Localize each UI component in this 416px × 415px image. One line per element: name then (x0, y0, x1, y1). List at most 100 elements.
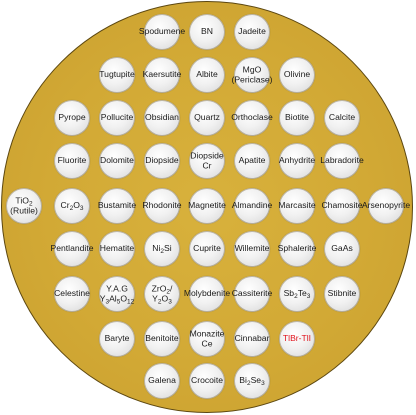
label-subscript: 3 (261, 380, 265, 388)
label-part: Dolomite (100, 155, 134, 166)
label-line1: Sphalerite (278, 243, 317, 254)
label-line1: Jadeite (238, 26, 266, 37)
sample-label: Ni2Si (152, 243, 171, 256)
label-part: Galena (148, 375, 176, 386)
label-line1: Arsenopyrite (361, 200, 411, 211)
label-part: TiO (15, 195, 29, 206)
label-line1: Sb2Te3 (284, 288, 311, 301)
sample-label: TlBr-TlI (283, 333, 311, 344)
label-part: Quartz (194, 112, 220, 123)
label-line1: Molybdenite (184, 288, 230, 299)
sample-mount (234, 321, 270, 357)
sample-label: Tugtupite (99, 69, 135, 80)
label-line1: GaAs (331, 243, 353, 254)
sample-mount (144, 143, 180, 179)
label-part: BN (201, 26, 213, 37)
sample-label: Cr2O3 (60, 200, 83, 212)
label-subscript: 2 (160, 248, 165, 256)
sample-label: Diopside Cr (190, 151, 223, 170)
label-line1: Anhydrite (279, 155, 315, 166)
sample-label: Sb2Te3 (284, 288, 311, 301)
label-subscript: 3 (306, 293, 311, 301)
sample-mount (324, 143, 360, 179)
sample-mount (234, 143, 270, 179)
sample-mount (99, 100, 135, 136)
sample-mount (324, 188, 360, 224)
label-line1: Baryte (105, 333, 130, 344)
sample-mount (234, 57, 270, 93)
label-part: Pyrope (58, 112, 86, 123)
sample-label: Magnetite (188, 200, 226, 211)
label-part: Fluorite (57, 155, 87, 166)
sample-label: Cinnabar (234, 333, 270, 344)
label-part: Biotite (285, 112, 309, 123)
label-line1: Pollucite (101, 112, 133, 123)
sample-mount (99, 276, 135, 312)
sample-mount (234, 100, 270, 136)
label-line1: Willemite (235, 243, 270, 254)
sample-label: Chamosite (321, 200, 363, 211)
sample-mount (189, 57, 225, 93)
sample-label: Labradorite (320, 155, 364, 166)
label-part: Cuprite (193, 243, 221, 254)
sample-label: Pyrope (58, 112, 86, 123)
label-line1: Pentlandite (50, 243, 93, 254)
sample-mount (99, 188, 135, 224)
sample-label: Arsenopyrite (361, 200, 411, 211)
sample-label: Olivine (283, 69, 311, 80)
label-part: Magnetite (188, 200, 226, 211)
sample-label: Obsidian (145, 112, 179, 123)
sample-label: Sphalerite (278, 243, 317, 254)
sample-label: Stibnite (328, 288, 357, 299)
label-part: Chamosite (321, 200, 363, 211)
label-part: Crocoite (191, 375, 223, 386)
sample-label: Willemite (235, 243, 270, 254)
sample-mount (189, 143, 225, 179)
sample-label: Apatite (239, 155, 266, 166)
label-line1: Stibnite (328, 288, 357, 299)
label-line1: Diopside (145, 155, 178, 166)
sample-mount (99, 231, 135, 267)
label-line2: Ce (201, 338, 213, 348)
label-line1: BN (201, 26, 213, 37)
label-part: Rhodonite (142, 200, 182, 211)
sample-label: Jadeite (238, 26, 266, 37)
sample-mount (234, 231, 270, 267)
label-line1: Cinnabar (234, 333, 270, 344)
label-line1: Celestine (54, 288, 90, 299)
sample-label: Celestine (54, 288, 90, 299)
label-part: Arsenopyrite (361, 200, 411, 211)
label-line1: ZrO2/ (151, 283, 173, 296)
sample-mount (144, 14, 180, 50)
sample-label: Cassiterite (232, 288, 273, 299)
label-line1: Almandine (232, 200, 273, 211)
sample-label: Hematite (99, 243, 135, 254)
sample-mount (54, 276, 90, 312)
label-part: Olivine (283, 69, 311, 80)
sample-mount (279, 188, 315, 224)
sample-label: MgO (Periclase) (231, 65, 272, 84)
label-line1: Fluorite (57, 155, 87, 166)
sample-mount (144, 100, 180, 136)
sample-mount (189, 14, 225, 50)
sample-label: Kaersutite (143, 69, 182, 80)
label-part: Albite (196, 69, 218, 80)
label-line1: Y.A.G (100, 284, 135, 294)
sample-mount (144, 276, 180, 312)
sample-mount (144, 231, 180, 267)
sample-label: Calcite (329, 112, 355, 123)
label-part: Cinnabar (234, 333, 270, 344)
sample-mount (324, 276, 360, 312)
label-line1: Monazite (190, 329, 225, 339)
label-line1: Chamosite (321, 200, 363, 211)
label-part: Diopside (190, 150, 224, 161)
sample-label: Fluorite (57, 155, 87, 166)
label-part: Hematite (99, 243, 135, 254)
sample-label: Monazite Ce (190, 329, 225, 348)
sample-mount (99, 321, 135, 357)
sample-label: Pentlandite (50, 243, 93, 254)
sample-label: TiO2 (Rutile) (10, 196, 38, 215)
label-part: Labradorite (320, 155, 364, 166)
label-line1: Quartz (194, 112, 220, 123)
sample-mount (54, 143, 90, 179)
